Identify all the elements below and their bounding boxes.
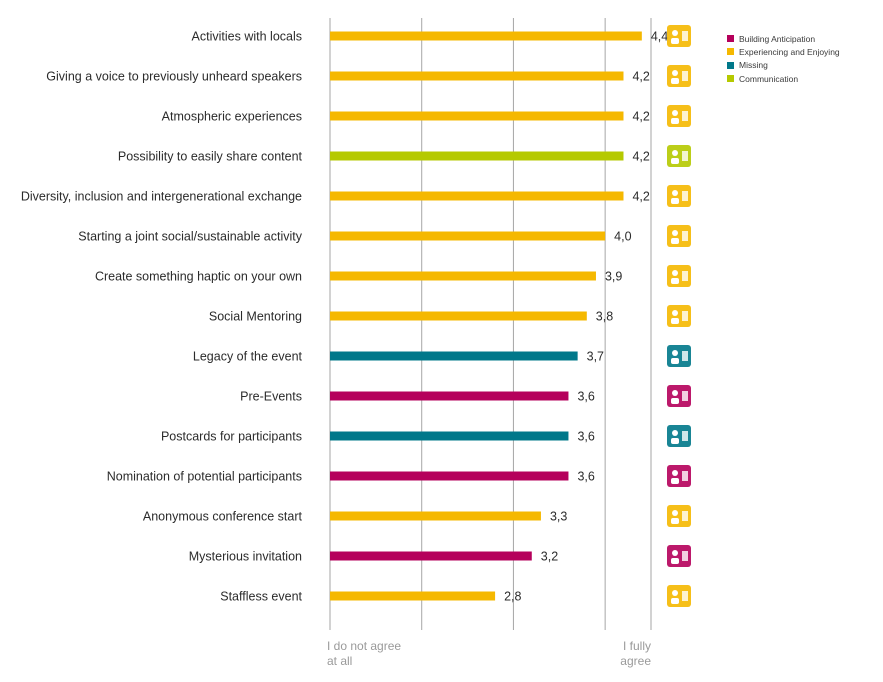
value-label: 4,2 [632,70,649,84]
bar [330,231,606,241]
postcard-icon [667,425,691,447]
bar [330,391,569,401]
category-label: Starting a joint social/sustainable acti… [78,230,302,244]
legend-item-communication: Communication [727,72,840,85]
value-label: 3,6 [577,390,594,404]
category-label: Mysterious invitation [189,550,302,564]
envelope-question-icon [667,545,691,567]
bar [330,351,578,361]
category-label: Nomination of potential participants [107,470,302,484]
bar [330,151,624,161]
bar [330,511,541,521]
value-label: 3,6 [577,470,594,484]
legend-label: Building Anticipation [739,33,816,44]
category-label: Anonymous conference start [143,510,303,524]
category-label: Staffless event [220,590,302,604]
legend-swatch-communication [727,75,734,83]
idea-person-icon [667,265,691,287]
people-gathering-icon [667,25,691,47]
food-service-icon [667,585,691,607]
presentation-icon [667,385,691,407]
tree-icon [667,345,691,367]
value-label: 4,2 [632,110,649,124]
value-label: 3,6 [577,430,594,444]
anonymous-laptop-icon [667,505,691,527]
people-search-icon [667,465,691,487]
category-label: Giving a voice to previously unheard spe… [46,70,302,84]
value-label: 4,2 [632,190,649,204]
category-label: Social Mentoring [209,310,302,324]
group-check-icon [667,185,691,207]
value-label: 3,3 [550,510,567,524]
axis-label-left: at all [327,654,352,668]
sunrise-book-icon [667,105,691,127]
value-label: 4,2 [632,150,649,164]
bar [330,191,624,201]
bar [330,471,569,481]
axis-label-left: I do not agree [327,639,401,653]
value-label: 2,8 [504,590,521,604]
value-label: 3,8 [596,310,613,324]
category-label: Create something haptic on your own [95,270,302,284]
category-label: Activities with locals [192,30,302,44]
bar [330,311,587,321]
bar [330,591,496,601]
value-label: 3,2 [541,550,558,564]
legend-item-building-anticipation: Building Anticipation [727,32,840,45]
category-label: Diversity, inclusion and intergeneration… [21,190,302,204]
category-label: Possibility to easily share content [118,150,303,164]
bar [330,271,596,281]
category-label: Postcards for participants [161,430,302,444]
gears-icon [667,225,691,247]
legend-label: Missing [739,60,768,71]
bar [330,71,624,81]
value-label: 3,7 [587,350,604,364]
bar [330,431,569,441]
value-label: 4,0 [614,230,631,244]
legend-item-experiencing-and-enjoying: Experiencing and Enjoying [727,45,840,58]
axis-label-right: agree [620,654,651,668]
category-label: Atmospheric experiences [162,110,302,124]
legend-item-missing: Missing [727,59,840,72]
category-label: Legacy of the event [193,350,303,364]
legend-label: Communication [739,73,799,84]
legend-swatch-experiencing-and-enjoying [727,48,734,56]
axis-label-right: I fully [623,639,651,653]
speaker-icon [667,65,691,87]
mentor-stairs-icon [667,305,691,327]
legend: Building Anticipation Experiencing and E… [727,32,840,85]
category-label: Pre-Events [240,390,302,404]
value-label: 4,4 [651,30,668,44]
share-icon [667,145,691,167]
bar [330,551,532,561]
legend-label: Experiencing and Enjoying [739,46,840,57]
bar [330,111,624,121]
legend-swatch-building-anticipation [727,35,734,43]
bar [330,31,642,41]
legend-swatch-missing [727,61,734,69]
value-label: 3,9 [605,270,622,284]
